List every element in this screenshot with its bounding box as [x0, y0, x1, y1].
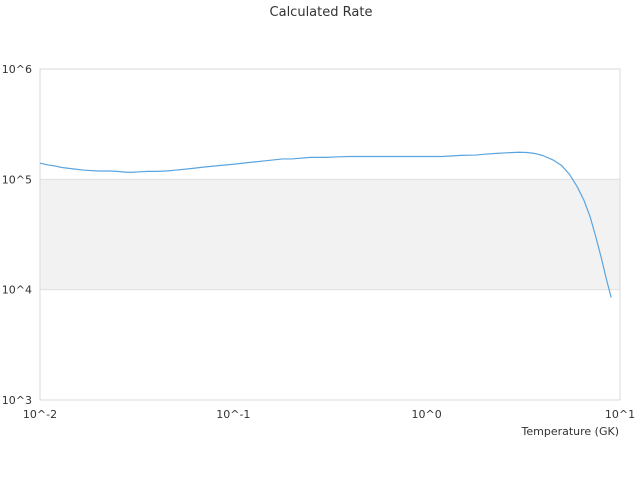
y-tick-labels: 10^3 10^4 10^5 10^6 [2, 63, 32, 407]
chart-title: Calculated Rate [270, 5, 373, 20]
y-tick-label-1: 10^4 [2, 284, 32, 297]
x-axis-label: Temperature (GK) [521, 425, 620, 438]
y-tick-label-3: 10^6 [2, 63, 32, 76]
shaded-band [40, 179, 620, 290]
x-tick-labels: 10^-2 10^-1 10^0 10^1 [23, 408, 635, 421]
x-tick-label-2: 10^0 [412, 408, 442, 421]
x-tick-label-1: 10^-1 [216, 408, 250, 421]
plot-area [39, 68, 621, 401]
x-tick-label-0: 10^-2 [23, 408, 57, 421]
series-line-0 [39, 151, 612, 298]
y-tick-label-2: 10^5 [2, 173, 32, 186]
series-group [39, 151, 612, 298]
y-tick-label-0: 10^3 [2, 394, 32, 407]
x-tick-label-3: 10^1 [605, 408, 635, 421]
